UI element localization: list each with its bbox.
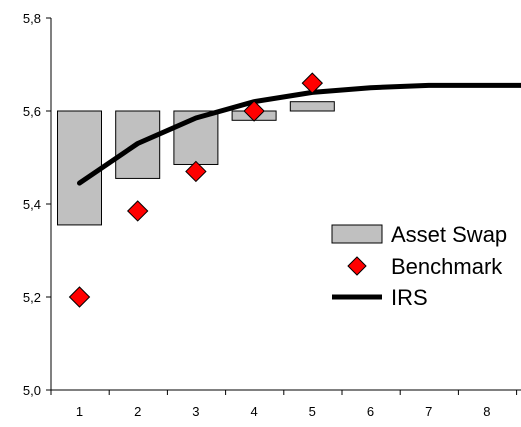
- legend-swatch-asset-swap: [331, 224, 383, 244]
- benchmark-marker: [185, 160, 207, 183]
- legend-label-asset-swap: Asset Swap: [391, 222, 507, 247]
- x-tick-label: 8: [483, 404, 490, 419]
- x-tick-label: 7: [425, 404, 432, 419]
- y-tick-label: 5,4: [23, 197, 41, 212]
- x-tick-label: 6: [367, 404, 374, 419]
- benchmark-marker: [243, 100, 265, 122]
- legend-swatch-benchmark: [347, 256, 367, 276]
- legend-label-benchmark: Benchmark: [391, 254, 503, 279]
- y-tick-label: 5,0: [23, 383, 41, 398]
- asset-swap-bar: [57, 110, 102, 226]
- y-tick-label: 5,8: [23, 11, 41, 26]
- benchmark-marker: [126, 200, 149, 222]
- legend-label-irs: IRS: [391, 285, 428, 310]
- y-tick-label: 5,6: [23, 104, 41, 119]
- y-tick-label: 5,2: [23, 290, 41, 305]
- benchmark-marker: [301, 72, 324, 94]
- y-axis: 5,0 5,2 5,4 5,6 5,8: [23, 11, 52, 398]
- benchmark-marker: [68, 286, 91, 308]
- x-tick-label: 3: [192, 404, 199, 419]
- asset-swap-bar: [289, 101, 335, 112]
- x-axis: 1 2 3 4 5 6 7 8: [50, 389, 521, 419]
- benchmark-markers: [68, 72, 324, 308]
- x-tick-label: 4: [250, 404, 257, 419]
- x-tick-label: 5: [309, 404, 316, 419]
- legend: Asset Swap Benchmark IRS: [331, 222, 507, 310]
- x-tick-label: 2: [134, 404, 141, 419]
- x-tick-label: 1: [76, 404, 83, 419]
